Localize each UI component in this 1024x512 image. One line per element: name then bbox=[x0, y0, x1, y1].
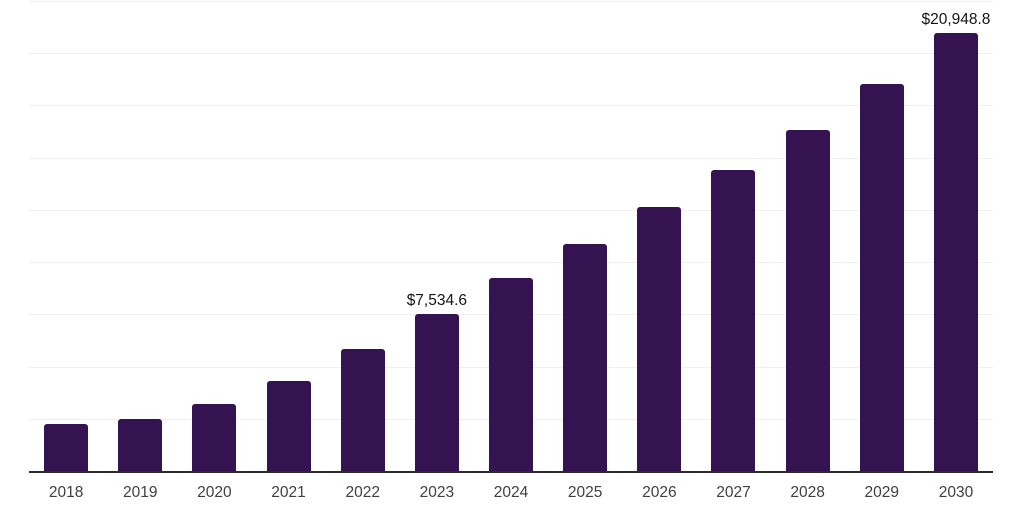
plot-area: $7,534.6 $20,948.8 bbox=[29, 1, 993, 473]
x-tick-2019: 2019 bbox=[122, 484, 158, 501]
x-tick-2018: 2018 bbox=[48, 484, 84, 501]
bar-2027[interactable] bbox=[711, 169, 756, 471]
bar-2020[interactable] bbox=[192, 403, 237, 471]
bar-slot-2024 bbox=[474, 1, 548, 471]
x-tick-2027: 2027 bbox=[716, 484, 751, 501]
bar-2024[interactable] bbox=[489, 278, 534, 471]
bar-value-label-2023: $7,534.6 bbox=[406, 291, 468, 309]
bar-2026[interactable] bbox=[637, 206, 682, 471]
bar-2030[interactable] bbox=[933, 33, 978, 471]
bar-2025[interactable] bbox=[563, 243, 608, 471]
bar-slot-2023: $7,534.6 bbox=[400, 1, 474, 471]
x-tick-2022: 2022 bbox=[345, 484, 380, 501]
x-tick-2024: 2024 bbox=[493, 484, 529, 501]
bar-slot-2028 bbox=[771, 1, 845, 471]
x-tick-2023: 2023 bbox=[419, 484, 455, 501]
x-tick-2028: 2028 bbox=[790, 484, 825, 501]
bar-slot-2026 bbox=[622, 1, 696, 471]
x-tick-2025: 2025 bbox=[567, 484, 603, 501]
bar-value-label-2030: $20,948.8 bbox=[921, 11, 991, 29]
bar-slot-2030: $20,948.8 bbox=[919, 1, 993, 471]
x-tick-2020: 2020 bbox=[197, 484, 232, 501]
bar-slot-2022 bbox=[326, 1, 400, 471]
bar-slot-2020 bbox=[177, 1, 251, 471]
bar-2028[interactable] bbox=[785, 129, 830, 471]
x-tick-2029: 2029 bbox=[864, 484, 900, 501]
bar-2018[interactable] bbox=[44, 424, 89, 471]
x-tick-2030: 2030 bbox=[938, 484, 974, 501]
bars-row: $7,534.6 $20,948.8 bbox=[29, 1, 993, 471]
bar-2022[interactable] bbox=[340, 349, 385, 471]
bar-2023[interactable] bbox=[414, 313, 459, 471]
bar-2029[interactable] bbox=[859, 83, 904, 471]
bar-slot-2027 bbox=[696, 1, 770, 471]
bar-slot-2021 bbox=[251, 1, 325, 471]
bar-slot-2018 bbox=[29, 1, 103, 471]
bar-slot-2019 bbox=[103, 1, 177, 471]
bar-2019[interactable] bbox=[118, 418, 163, 471]
x-axis-labels: 2018 2019 2020 2021 2022 2023 2024 2025 2026 2027… bbox=[29, 484, 993, 502]
x-tick-2026: 2026 bbox=[642, 484, 677, 501]
x-tick-2021: 2021 bbox=[271, 484, 306, 501]
bar-slot-2029 bbox=[845, 1, 919, 471]
bar-slot-2025 bbox=[548, 1, 622, 471]
bar-2021[interactable] bbox=[266, 380, 311, 471]
